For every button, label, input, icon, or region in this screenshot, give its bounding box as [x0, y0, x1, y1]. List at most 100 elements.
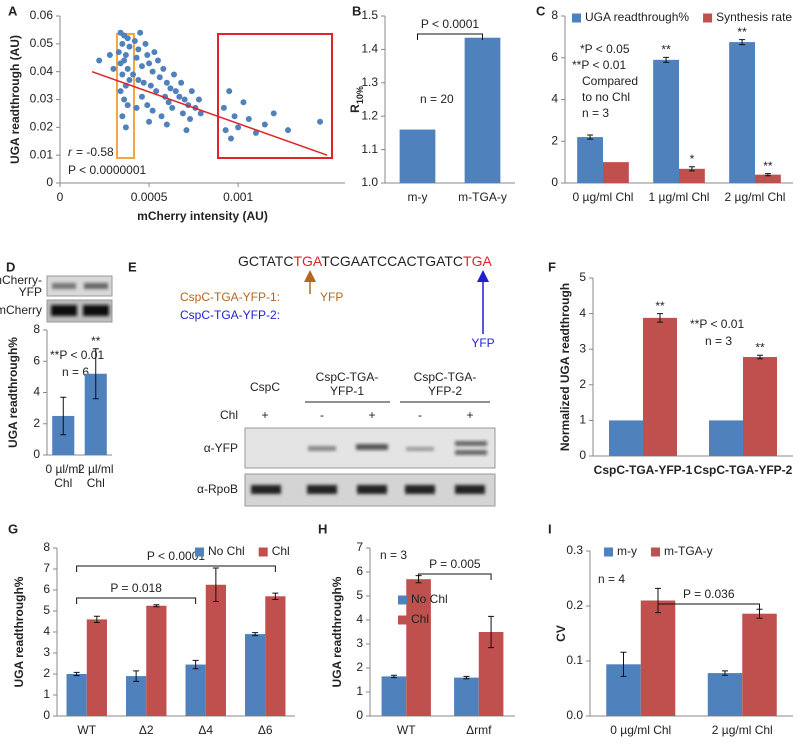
x-tick-label: WT: [397, 723, 416, 737]
blot-band: [405, 485, 435, 494]
panel-label: D: [6, 259, 15, 274]
bracket: [417, 33, 483, 40]
y-tick-label: 2: [579, 377, 586, 391]
bracket: [76, 565, 276, 572]
error-bar: [212, 567, 219, 603]
construct-product: YFP: [471, 336, 494, 350]
blot-band: [251, 485, 281, 494]
x-tick-label: CspC-TGA-YFP-1: [594, 463, 693, 477]
annotation: n = 6: [62, 365, 89, 379]
y-tick-label: 0.01: [30, 147, 54, 161]
y-tick-label: 0: [46, 175, 53, 189]
sequence-part: TCGAATCCACTGATC: [321, 253, 463, 269]
y-tick-label: 6: [356, 564, 363, 578]
point: [172, 88, 179, 95]
significance: **: [763, 159, 773, 173]
bracket: [657, 603, 761, 610]
y-tick-label: 2: [33, 416, 40, 430]
blot-band: [52, 283, 76, 289]
point: [176, 93, 183, 100]
error-bar: [153, 604, 160, 608]
point: [124, 65, 131, 72]
point: [240, 99, 247, 106]
bar: [709, 420, 743, 456]
significance: **: [661, 43, 671, 57]
bar: [742, 613, 777, 716]
x-tick-label: Chl: [87, 476, 105, 490]
error-bar: [272, 592, 279, 600]
point: [165, 99, 172, 106]
error-bar: [463, 675, 470, 680]
treatment-sign: -: [320, 408, 324, 422]
bar: [406, 579, 431, 716]
point: [135, 46, 142, 53]
panel-label: F: [548, 259, 556, 274]
legend-label: Synthesis rate: [716, 10, 792, 24]
annotation: n = 3: [582, 106, 609, 120]
bar: [643, 317, 677, 456]
point: [235, 124, 242, 131]
y-tick-label: 5: [579, 270, 586, 284]
blot-band: [455, 441, 487, 446]
y-tick-label: 7: [43, 561, 50, 575]
x-tick-label: WT: [77, 723, 96, 737]
point: [146, 118, 153, 125]
point: [115, 49, 122, 56]
blot-band: [83, 305, 109, 316]
error-bar: [133, 670, 140, 682]
panel-label: C: [536, 3, 546, 18]
blot-band: [51, 305, 77, 316]
lane-header: CspC-TGA-: [316, 370, 379, 384]
point: [169, 104, 176, 111]
x-tick-label: Chl: [54, 476, 72, 490]
y-tick-label: 6: [551, 50, 558, 64]
y-tick-label: 0.1: [566, 653, 583, 667]
bar: [603, 162, 629, 183]
annotation: **P < 0.01: [50, 348, 104, 362]
x-tick-label: Δ2: [139, 723, 154, 737]
y-tick-label: 0: [356, 708, 363, 722]
x-tick-label: 0.0005: [131, 190, 168, 204]
x-tick-label: 2 µg/ml Chl: [712, 723, 773, 737]
x-tick-label: Δ4: [198, 723, 213, 737]
y-tick-label: 4: [43, 624, 50, 638]
bar: [84, 373, 107, 455]
sequence-part: GCTATC: [238, 253, 293, 269]
bar: [66, 674, 87, 716]
bar: [399, 129, 436, 183]
y-tick-label: 0: [579, 448, 586, 462]
blot-band: [356, 444, 388, 450]
y-tick-label: 0.0: [566, 708, 583, 722]
point: [317, 118, 324, 125]
y-axis-label-subscript: 10%: [355, 86, 365, 104]
legend-swatch: [651, 547, 660, 557]
point: [126, 43, 133, 50]
legend-swatch: [572, 13, 581, 23]
error-bar: [93, 615, 100, 624]
point: [119, 113, 126, 120]
point: [147, 82, 154, 89]
y-tick-label: 1.5: [361, 8, 378, 22]
bar: [52, 415, 75, 455]
y-tick-label: 0: [33, 447, 40, 461]
significance: **: [755, 340, 765, 354]
annotation: to no Chl: [582, 90, 630, 104]
x-tick-label: 1 µg/ml Chl: [649, 190, 710, 204]
legend-label: No Chl: [208, 544, 245, 558]
y-tick-label: 4: [356, 612, 363, 626]
point: [261, 121, 268, 128]
error-bar: [488, 615, 495, 649]
y-tick-label: 2: [356, 660, 363, 674]
bar: [245, 634, 266, 716]
blot-band: [455, 450, 487, 455]
error-bar: [92, 348, 99, 400]
x-tick-label: 2 µl/ml: [78, 462, 114, 476]
x-tick-label: Δ6: [258, 723, 273, 737]
bracket: [418, 573, 492, 580]
blot-frame: [46, 275, 113, 297]
point: [158, 113, 165, 120]
bar: [185, 664, 206, 716]
legend-label: No Chl: [411, 592, 448, 606]
annotation: *P < 0.05: [580, 42, 630, 56]
